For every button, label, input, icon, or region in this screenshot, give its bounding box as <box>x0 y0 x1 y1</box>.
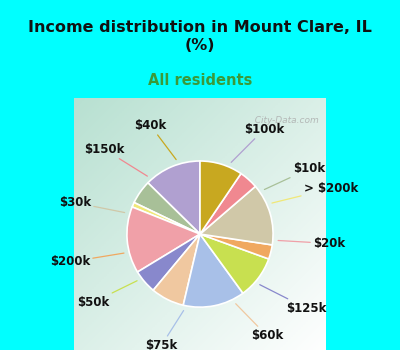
Text: City-Data.com: City-Data.com <box>249 116 318 125</box>
Wedge shape <box>200 234 269 293</box>
Text: $10k: $10k <box>264 162 325 189</box>
Text: Income distribution in Mount Clare, IL
(%): Income distribution in Mount Clare, IL (… <box>28 20 372 53</box>
Wedge shape <box>138 234 200 290</box>
Wedge shape <box>200 234 272 259</box>
Text: > $200k: > $200k <box>272 182 358 203</box>
Wedge shape <box>200 187 273 245</box>
Text: $60k: $60k <box>236 304 283 342</box>
Wedge shape <box>183 234 243 307</box>
Text: $50k: $50k <box>77 281 137 309</box>
Text: $40k: $40k <box>134 119 176 160</box>
Wedge shape <box>153 234 200 305</box>
Wedge shape <box>148 161 200 234</box>
Wedge shape <box>127 207 200 272</box>
Wedge shape <box>200 161 241 234</box>
Text: $150k: $150k <box>84 143 147 176</box>
Text: $75k: $75k <box>145 310 184 350</box>
Wedge shape <box>200 174 255 234</box>
Text: $20k: $20k <box>278 237 345 250</box>
Text: $30k: $30k <box>59 196 125 212</box>
Wedge shape <box>134 183 200 234</box>
Text: All residents: All residents <box>148 73 252 88</box>
Wedge shape <box>132 203 200 234</box>
Text: $125k: $125k <box>260 285 326 315</box>
Text: $100k: $100k <box>231 123 284 162</box>
Text: $200k: $200k <box>50 253 124 268</box>
